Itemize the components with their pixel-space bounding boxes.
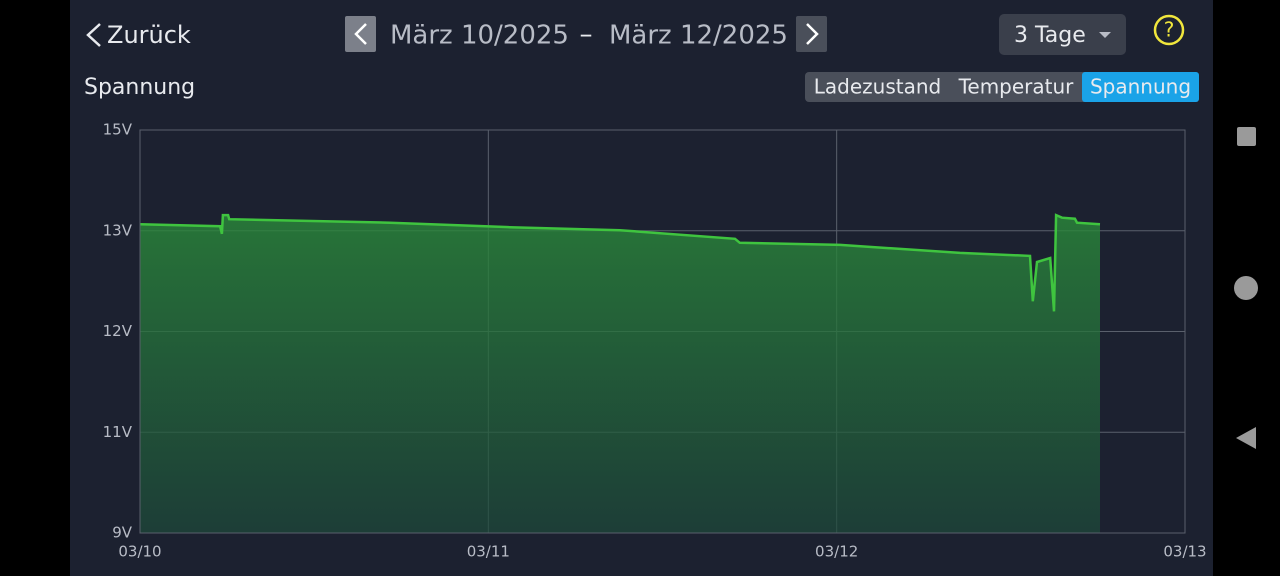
y-tick-label: 15V — [103, 121, 133, 139]
y-tick-label: 12V — [103, 322, 133, 340]
range-dropdown[interactable] — [999, 14, 1126, 55]
back-icon — [86, 23, 101, 47]
nav-home[interactable] — [1234, 276, 1258, 300]
x-tick-label: 03/11 — [467, 543, 510, 561]
back-button[interactable]: Zurück — [86, 21, 191, 49]
tab-active-bg — [1082, 72, 1199, 102]
chart-title: Spannung — [84, 75, 195, 100]
y-tick-label: 13V — [103, 221, 133, 239]
nav-back[interactable] — [1236, 427, 1256, 449]
plot-border — [139, 129, 1186, 534]
x-tick-label: 03/10 — [118, 543, 161, 561]
tab[interactable]: Ladezustand — [814, 75, 941, 99]
date-to: März 12/2025 — [609, 21, 788, 51]
y-tick-label: 11V — [103, 423, 133, 441]
line — [139, 213, 1101, 312]
tab-group: Ladezustand Temperatur Spannung — [805, 72, 1199, 102]
nav-recents[interactable] — [1237, 127, 1256, 146]
area — [140, 215, 1100, 533]
x-tick-label: 03/12 — [815, 543, 858, 561]
tab[interactable]: Spannung — [1090, 75, 1191, 99]
prev-button[interactable] — [345, 16, 376, 52]
plot: 9V 11V 12V 13V 15V 03/10 03/11 03/12 03/13 — [103, 121, 1207, 561]
next-button[interactable] — [796, 16, 827, 52]
y-tick-label: 9V — [112, 524, 133, 542]
dropdown-arrow — [1099, 32, 1111, 38]
back-label: Zurück — [107, 21, 191, 49]
prev-icon — [354, 23, 367, 45]
help-button[interactable] — [1153, 14, 1185, 46]
date-from: März 10/2025 — [390, 21, 569, 51]
x-tick-label: 03/13 — [1163, 543, 1206, 561]
next-icon — [806, 23, 819, 45]
tab[interactable]: Temperatur — [958, 75, 1075, 99]
date-separator: – — [580, 20, 593, 50]
help-label: ? — [1164, 18, 1175, 42]
range-label: 3 Tage — [1014, 23, 1086, 48]
